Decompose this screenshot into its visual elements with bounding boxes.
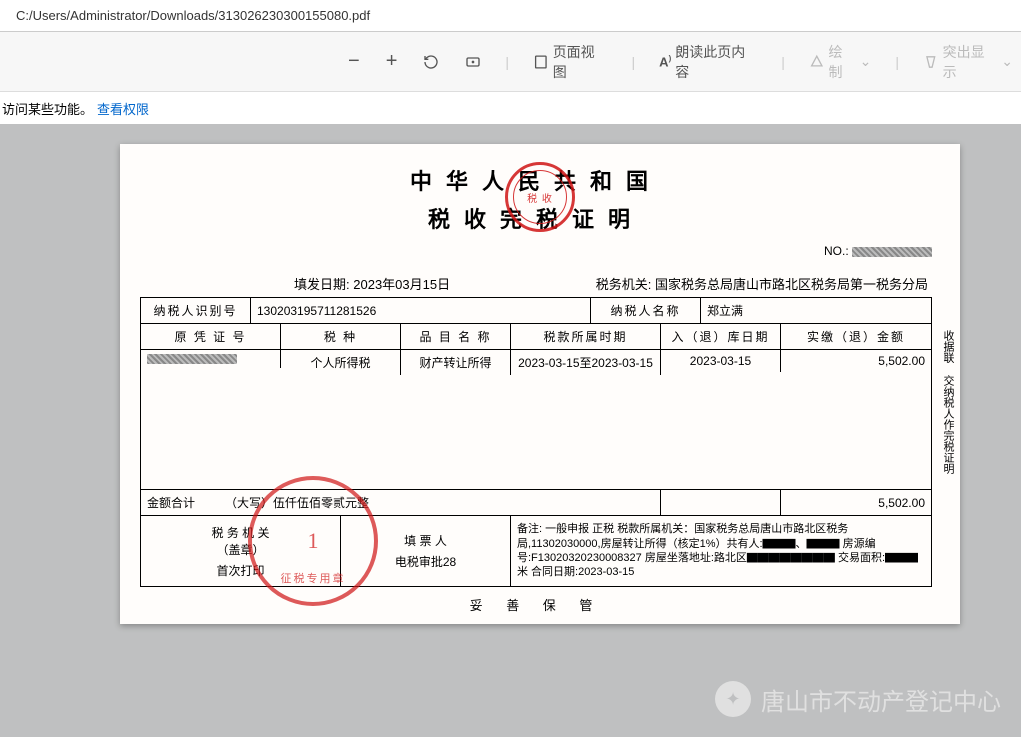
td-period: 2023-03-15至2023-03-15: [511, 350, 661, 375]
remarks-text: 一般申报 正税 税款所属机关：国家税务总局唐山市路北区税务局,113020300…: [517, 523, 918, 578]
taxpayer-id-label: 纳税人识别号: [141, 298, 251, 323]
fit-button[interactable]: [457, 50, 489, 74]
pdf-page: 中华人民共和国 税收完税证明 税 收 NO.: 填发日期: 2023年03月15…: [120, 144, 960, 624]
td-taxkind: 个人所得税: [281, 350, 401, 375]
page-view-label: 页面视图: [553, 42, 608, 82]
separator: |: [895, 54, 899, 70]
total-amount: 5,502.00: [781, 490, 931, 515]
pdf-toolbar: − + | 页面视图 | A) 朗读此页内容 | 绘制 ⌄ | 突出显示 ⌄: [0, 32, 1021, 92]
permission-link[interactable]: 查看权限: [97, 99, 149, 118]
rotate-button[interactable]: [415, 50, 447, 74]
th-amount: 实缴（退）金额: [781, 324, 931, 349]
highlight-label: 突出显示: [943, 42, 998, 82]
main-table: 纳税人识别号 130203195711281526 纳税人名称 郑立满 原 凭 …: [140, 297, 932, 516]
stamp-number: 1: [252, 528, 374, 554]
total-spacer: [661, 490, 781, 515]
chevron-down-icon: ⌄: [1001, 53, 1013, 70]
wechat-icon: ✦: [715, 681, 751, 717]
url-text: C:/Users/Administrator/Downloads/3130262…: [16, 8, 370, 23]
safekeep-note: 妥 善 保 管: [140, 595, 932, 614]
th-taxkind: 税 种: [281, 324, 401, 349]
th-voucher: 原 凭 证 号: [141, 324, 281, 349]
info-row: 填发日期: 2023年03月15日 税务机关: 国家税务总局唐山市路北区税务局第…: [140, 274, 932, 293]
taxpayer-name: 郑立满: [701, 298, 931, 323]
separator: |: [505, 54, 509, 70]
header-stamp-inner: 税 收: [513, 170, 567, 224]
issue-date-label: 填发日期:: [294, 277, 350, 292]
draw-button[interactable]: 绘制 ⌄: [801, 38, 879, 86]
bottom-filler-label: 填 票 人: [404, 532, 447, 549]
separator: |: [632, 54, 636, 70]
read-aloud-icon: A): [659, 54, 671, 69]
page-view-icon: [533, 54, 549, 70]
stamp-text: 征税专用章: [252, 570, 374, 586]
td-voucher: [141, 350, 281, 368]
permission-bar: 访问某些功能。 查看权限: [0, 92, 1021, 124]
th-period: 税款所属时期: [511, 324, 661, 349]
pdf-viewport[interactable]: 中华人民共和国 税收完税证明 税 收 NO.: 填发日期: 2023年03月15…: [0, 124, 1021, 737]
draw-label: 绘制: [828, 42, 855, 82]
fit-icon: [465, 54, 481, 70]
authority-stamp: 1 征税专用章: [248, 476, 378, 606]
th-item: 品 目 名 称: [401, 324, 511, 349]
total-label: 金额合计: [147, 494, 195, 511]
doc-no-row: NO.:: [140, 244, 932, 258]
chevron-down-icon: ⌄: [860, 53, 872, 70]
td-paydate: 2023-03-15: [661, 350, 781, 372]
doc-no-value: [852, 247, 932, 257]
th-paydate: 入（退）库日期: [661, 324, 781, 349]
watermark-text: 唐山市不动产登记中心: [761, 682, 1001, 717]
header-stamp: 税 收: [505, 162, 575, 232]
highlight-icon: [923, 54, 939, 70]
rotate-icon: [423, 54, 439, 70]
tax-org-label: 税务机关:: [596, 277, 652, 292]
zoom-in-button[interactable]: +: [378, 46, 406, 77]
url-bar: C:/Users/Administrator/Downloads/3130262…: [0, 0, 1021, 32]
taxpayer-name-label: 纳税人名称: [591, 298, 701, 323]
vertical-label: 收据联 交纳税人作完税证明: [940, 330, 957, 474]
td-amount: 5,502.00: [781, 350, 931, 372]
highlight-button[interactable]: 突出显示 ⌄: [915, 38, 1021, 86]
tax-org: 国家税务总局唐山市路北区税务局第一税务分局: [655, 277, 928, 292]
issue-date: 2023年03月15日: [353, 277, 450, 292]
zoom-out-button[interactable]: −: [340, 46, 368, 77]
watermark: ✦ 唐山市不动产登记中心: [715, 681, 1001, 717]
doc-no-label: NO.:: [824, 244, 849, 258]
remarks-label: 备注:: [517, 523, 542, 535]
draw-icon: [809, 54, 825, 70]
bottom-filler-name: 电税审批28: [395, 553, 456, 570]
separator: |: [781, 54, 785, 70]
td-item: 财产转让所得: [401, 350, 511, 375]
permission-text: 访问某些功能。: [2, 99, 93, 118]
page-view-button[interactable]: 页面视图: [525, 38, 616, 86]
taxpayer-id: 130203195711281526: [251, 298, 591, 323]
read-aloud-label: 朗读此页内容: [675, 42, 757, 82]
read-aloud-button[interactable]: A) 朗读此页内容: [651, 38, 765, 86]
